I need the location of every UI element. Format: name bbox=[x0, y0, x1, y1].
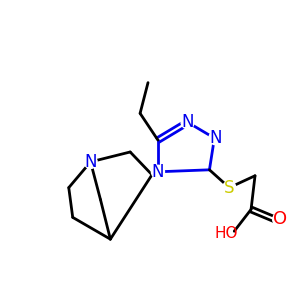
Text: O: O bbox=[273, 210, 287, 228]
Circle shape bbox=[220, 227, 232, 239]
Text: HO: HO bbox=[214, 226, 238, 241]
Text: N: N bbox=[152, 163, 164, 181]
Text: N: N bbox=[84, 153, 97, 171]
Text: N: N bbox=[209, 129, 222, 147]
Circle shape bbox=[273, 212, 287, 226]
Text: S: S bbox=[224, 178, 235, 196]
Circle shape bbox=[223, 181, 236, 194]
Circle shape bbox=[84, 155, 97, 168]
Text: N: N bbox=[182, 113, 194, 131]
Circle shape bbox=[181, 116, 194, 129]
Circle shape bbox=[209, 132, 222, 145]
Circle shape bbox=[152, 165, 164, 178]
